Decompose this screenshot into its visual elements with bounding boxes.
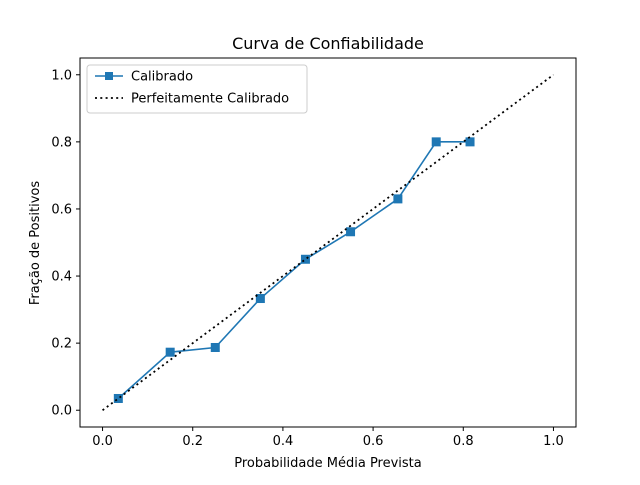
perfect-calibration-line [102, 74, 554, 411]
calibrated-point [300, 254, 310, 264]
axes-frame [79, 57, 577, 428]
legend: Calibrado Perfeitamente Calibrado [86, 64, 308, 114]
legend-marker [105, 72, 113, 80]
legend-box [86, 64, 308, 114]
y-axis-ticks: 0.0 0.2 0.4 0.6 0.8 1.0 [51, 68, 80, 419]
x-tick-label: 1.0 [543, 434, 564, 449]
calibrated-point [255, 294, 265, 304]
series-layer [102, 74, 554, 411]
x-axis-ticks: 0.0 0.2 0.4 0.6 0.8 1.0 [92, 427, 564, 449]
calibrated-point [210, 342, 220, 352]
y-axis-label: Fração de Positivos [28, 181, 43, 305]
legend-label: Perfeitamente Calibrado [131, 92, 289, 107]
y-tick-label: 0.4 [51, 270, 72, 285]
calibrated-point [465, 137, 475, 147]
calibrated-point [165, 347, 175, 357]
chart-title: Curva de Confiabilidade [232, 34, 424, 53]
plot-area: 0.0 0.2 0.4 0.6 0.8 1.0 0.0 0.2 0.4 0.6 0.8 1.0 [51, 57, 577, 449]
y-tick-label: 1.0 [51, 68, 72, 83]
x-tick-label: 0.4 [273, 434, 294, 449]
calibrated-point [113, 393, 123, 403]
calibrated-point [393, 194, 403, 204]
x-tick-label: 0.0 [92, 434, 113, 449]
x-tick-label: 0.2 [182, 434, 203, 449]
legend-label: Calibrado [131, 70, 193, 85]
calibrated-point [346, 227, 356, 237]
x-axis-label: Probabilidade Média Prevista [234, 456, 422, 471]
y-tick-label: 0.6 [51, 202, 72, 217]
y-tick-label: 0.8 [51, 135, 72, 150]
calibrated-point [431, 137, 441, 147]
y-tick-label: 0.0 [51, 404, 72, 419]
x-tick-label: 0.8 [453, 434, 474, 449]
y-tick-label: 0.2 [51, 337, 72, 352]
x-tick-label: 0.6 [363, 434, 384, 449]
